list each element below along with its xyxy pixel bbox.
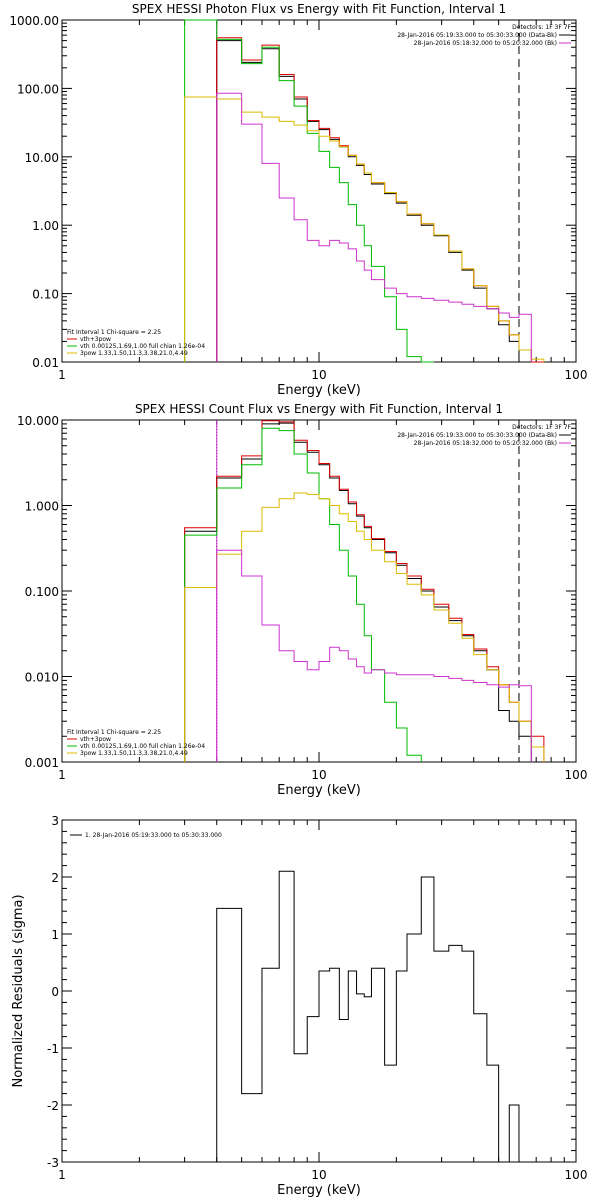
residual-y-tick-label: -3 (47, 1156, 59, 1170)
photon-series-data (216, 40, 520, 362)
residual-y-tick-label: 1 (51, 928, 59, 942)
photon-y-tick-label: 100.00 (17, 82, 59, 96)
photon-series-bkg (216, 92, 532, 362)
count-fit-legend-entry: vth 0.00125,1.69,1.00 full chian 1.26e-0… (80, 743, 205, 750)
residual-y-tick-label: -2 (47, 1099, 59, 1113)
count-legend-title: Detectors: 1F 3F 7F (512, 424, 571, 431)
photon-y-tick-label: 10.00 (25, 151, 59, 165)
photon-x-tick-label: 10 (311, 368, 326, 382)
photon-legend-entry: 28-Jan-2016 05:18:32.000 to 05:20:32.000… (414, 40, 557, 47)
count-y-tick-label: 10.000 (17, 414, 59, 428)
photon-x-tick-label: 100 (565, 368, 588, 382)
photon-fit-legend-header: Fit Interval 1 Chi-square = 2.25 (67, 329, 161, 336)
photon-y-tick-label: 1.00 (32, 219, 59, 233)
photon-legend-title: Detectors: 1F 3F 7F (512, 24, 571, 31)
count-x-axis-label: Energy (keV) (277, 783, 361, 798)
residual-y-tick-label: -1 (47, 1042, 59, 1056)
count-y-tick-label: 0.010 (25, 671, 59, 685)
count-chart-title: SPEX HESSI Count Flux vs Energy with Fit… (135, 402, 503, 416)
photon-series-vth (184, 19, 434, 363)
photon-x-tick-label: 1 (58, 368, 66, 382)
count-series-vth (184, 427, 422, 762)
photon-fit-legend-entry: vth 0.00125,1.69,1.00 full chian 1.26e-0… (80, 343, 205, 350)
count-y-tick-label: 0.100 (25, 585, 59, 599)
photon-x-axis-label: Energy (keV) (277, 383, 361, 398)
count-x-tick-label: 10 (311, 768, 326, 782)
photon-y-tick-label: 0.10 (32, 288, 59, 302)
photon-series-vth+3pow (216, 37, 544, 363)
count-fit-legend-entry: 3pow 1.33,1.50,11.3,3.38,21.0,4.49 (80, 750, 188, 757)
count-series-data (184, 422, 532, 762)
photon-legend-entry: 28-Jan-2016 05:19:33.000 to 05:30:33.000… (397, 32, 557, 39)
photon-y-tick-label: 0.01 (32, 356, 59, 370)
residual-x-tick-label: 100 (565, 1168, 588, 1182)
photon-fit-legend-entry: 3pow 1.33,1.50,11.3,3.38,21.0,4.49 (80, 350, 188, 357)
count-fit-legend-entry: vth+3pow (80, 736, 111, 743)
residual-series-residuals (216, 870, 520, 1163)
photon-series-3pow (184, 96, 545, 362)
residual-x-tick-label: 10 (311, 1168, 326, 1182)
photon-fit-legend-entry: vth+3pow (80, 336, 111, 343)
count-legend-entry: 28-Jan-2016 05:19:33.000 to 05:30:33.000… (397, 432, 557, 439)
residual-y-axis-label: Normalized Residuals (sigma) (11, 894, 26, 1087)
residual-y-tick-label: 3 (51, 814, 59, 828)
count-series-3pow (184, 492, 545, 762)
residual-y-tick-label: 0 (51, 985, 59, 999)
count-x-tick-label: 100 (565, 768, 588, 782)
photon-y-tick-label: 1000.00 (9, 14, 59, 28)
count-legend-entry: 28-Jan-2016 05:18:32.000 to 05:20:32.000… (414, 440, 557, 447)
count-fit-legend-header: Fit Interval 1 Chi-square = 2.25 (67, 729, 161, 736)
residual-legend-entry: 1. 28-Jan-2016 05:19:33.000 to 05:30:33.… (85, 832, 222, 839)
count-series-vth+3pow (184, 420, 545, 762)
count-y-tick-label: 0.001 (25, 756, 59, 770)
count-x-tick-label: 1 (58, 768, 66, 782)
residual-x-axis-label: Energy (keV) (277, 1183, 361, 1198)
photon-chart-title: SPEX HESSI Photon Flux vs Energy with Fi… (132, 2, 506, 16)
residual-x-tick-label: 1 (58, 1168, 66, 1182)
count-y-tick-label: 1.000 (25, 500, 59, 514)
count-series-bkg (216, 549, 532, 762)
residual-y-tick-label: 2 (51, 871, 59, 885)
